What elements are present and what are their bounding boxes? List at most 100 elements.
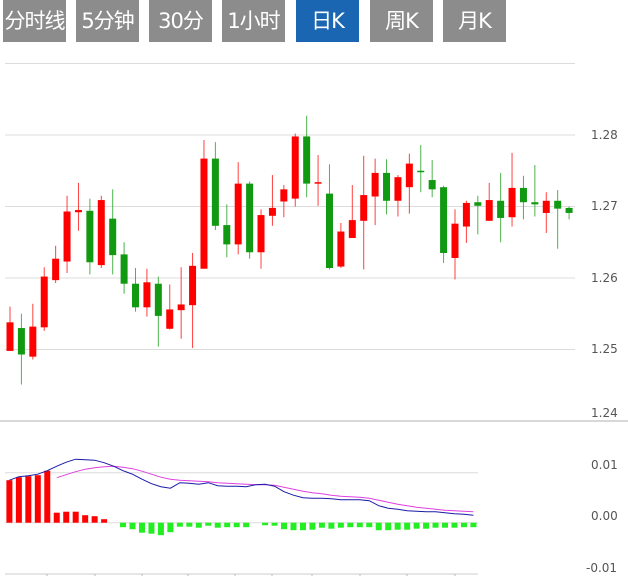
macd-bar	[91, 516, 98, 523]
candle-body	[97, 200, 105, 266]
candle-body	[474, 202, 482, 206]
tab-1hour[interactable]: 1小时	[222, 0, 285, 42]
macd-bar	[129, 522, 136, 530]
candle-body	[132, 283, 140, 308]
candle-body	[189, 265, 197, 306]
candle-body	[417, 170, 425, 173]
candle-body	[303, 136, 311, 184]
candle-body	[325, 193, 333, 268]
candle-body	[223, 225, 231, 245]
candle-body	[280, 189, 288, 202]
candle-body	[485, 200, 493, 221]
macd-bar	[120, 522, 127, 528]
macd-bar	[460, 522, 467, 528]
macd-bar	[290, 522, 297, 531]
price-tick-1.25: 1.25	[591, 342, 618, 356]
candle-body	[360, 195, 368, 221]
price-tick-1.27: 1.27	[591, 199, 618, 213]
macd-tick-neg0.01: -0.01	[586, 561, 617, 575]
candle-body	[383, 172, 391, 201]
macd-bar	[15, 477, 22, 523]
macd-bar	[337, 522, 344, 528]
candle-body	[120, 254, 128, 284]
dif-line	[9, 458, 474, 516]
candle-body	[234, 183, 242, 245]
candle-body	[29, 326, 37, 357]
candle-body	[371, 172, 379, 197]
macd-bar	[262, 522, 269, 526]
macd-bar	[243, 522, 250, 528]
macd-bar	[195, 522, 202, 528]
candle-body	[542, 200, 550, 213]
candle-body	[211, 158, 219, 226]
macd-bar	[309, 522, 316, 530]
candle-body	[291, 136, 299, 199]
macd-panel	[6, 458, 477, 536]
candle-body	[177, 304, 185, 311]
candle-body	[519, 187, 527, 203]
macd-bar	[138, 522, 145, 533]
candle-body	[166, 309, 174, 329]
tab-5min[interactable]: 5分钟	[76, 0, 139, 42]
candle-body	[143, 282, 151, 308]
macd-bar	[224, 522, 231, 528]
candle-body	[52, 258, 60, 281]
macd-bar	[214, 522, 221, 528]
candle-body	[348, 220, 356, 238]
macd-bar	[451, 522, 458, 528]
macd-bar	[366, 522, 373, 528]
candle-body	[17, 328, 25, 355]
macd-bar	[318, 522, 325, 528]
macd-bar	[328, 522, 335, 529]
macd-bar	[148, 522, 155, 534]
candle-body	[394, 177, 402, 201]
candle-body	[86, 210, 94, 263]
tab-monthly-k[interactable]: 月K	[443, 0, 506, 42]
candle-body	[508, 187, 516, 218]
price-tick-1.28: 1.28	[591, 128, 618, 142]
candle-body	[428, 180, 436, 190]
macd-bar	[82, 515, 89, 523]
macd-bar	[176, 522, 183, 527]
candle-body	[200, 158, 208, 269]
macd-bar	[413, 522, 420, 529]
candle-body	[6, 322, 14, 351]
macd-bar	[6, 480, 13, 523]
macd-bar	[53, 512, 60, 523]
macd-bar	[375, 522, 382, 531]
macd-bar	[271, 522, 278, 526]
macd-bar	[205, 522, 212, 526]
macd-bar	[63, 511, 70, 523]
candle-body	[257, 215, 265, 253]
candle-body	[565, 207, 573, 213]
candle-body	[451, 223, 459, 258]
candle-body	[154, 283, 162, 316]
macd-bar	[404, 522, 411, 530]
price-tick-1.24: 1.24	[591, 406, 618, 420]
price-tick-1.26: 1.26	[591, 271, 618, 285]
candle-body	[554, 200, 562, 209]
macd-bar	[34, 475, 41, 523]
macd-bar	[25, 476, 32, 523]
tab-weekly-k[interactable]: 周K	[370, 0, 433, 42]
macd-bar	[423, 522, 430, 529]
macd-bar	[44, 470, 51, 523]
macd-bar	[385, 522, 392, 531]
candle-body	[531, 202, 539, 205]
candle-body	[440, 187, 448, 253]
macd-bar	[281, 522, 288, 530]
macd-tick-0.01: 0.01	[591, 458, 618, 472]
macd-bar	[72, 511, 79, 523]
candle-body	[63, 211, 71, 262]
macd-bar	[167, 522, 174, 533]
tab-daily-k[interactable]: 日K	[296, 0, 359, 42]
tab-timeshare[interactable]: 分时线	[3, 0, 66, 42]
macd-bar	[442, 522, 449, 528]
candle-body	[337, 231, 345, 267]
grid	[0, 63, 628, 576]
candle-body	[40, 276, 48, 328]
candle-body	[405, 163, 413, 188]
macd-bar	[186, 522, 193, 527]
macd-bar	[157, 522, 164, 536]
